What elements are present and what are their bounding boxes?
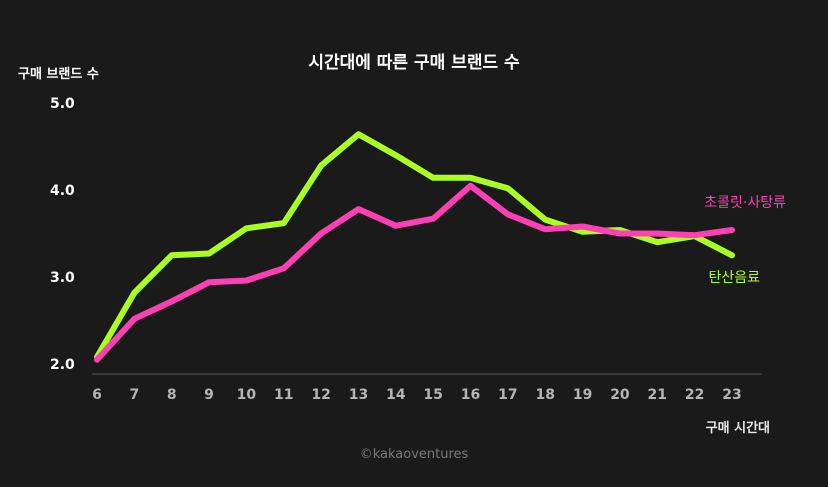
y-axis-label: 구매 브랜드 수 (18, 66, 99, 82)
x-tick-label: 17 (498, 387, 517, 403)
series-lines (94, 131, 735, 363)
x-tick-label: 21 (648, 387, 667, 403)
x-tick-label: 11 (274, 387, 293, 403)
x-tick-label: 15 (423, 387, 442, 403)
x-tick-label: 7 (129, 387, 139, 403)
y-axis-ticks: 2.0 3.0 4.0 5.0 (50, 96, 75, 373)
x-tick-label: 9 (204, 387, 214, 403)
x-tick-label: 12 (311, 387, 330, 403)
series-line-soda (94, 131, 735, 360)
x-tick-label: 19 (573, 387, 592, 403)
y-tick-label: 4.0 (50, 183, 75, 199)
y-tick-label: 3.0 (50, 270, 75, 286)
x-tick-label: 14 (386, 387, 406, 403)
x-axis-label: 구매 시간대 (706, 420, 770, 436)
x-tick-label: 23 (722, 387, 741, 403)
x-tick-label: 13 (349, 387, 368, 403)
series-line-chocolate (94, 182, 735, 363)
chart-title: 시간대에 따른 구매 브랜드 수 (308, 53, 520, 73)
x-tick-label: 22 (685, 387, 704, 403)
x-axis-ticks: 6 7 8 9 10 11 12 13 14 15 16 17 18 19 20 21 22 23 (92, 387, 742, 403)
credit-text: ©kakaoventures (360, 447, 469, 462)
x-tick-label: 10 (237, 387, 257, 403)
x-tick-label: 18 (535, 387, 554, 403)
y-tick-label: 5.0 (50, 96, 75, 112)
x-tick-label: 20 (610, 387, 630, 403)
series-label-soda: 탄산음료 (708, 270, 760, 286)
x-tick-label: 6 (92, 387, 102, 403)
y-tick-label: 2.0 (50, 357, 75, 373)
series-label-chocolate: 초콜릿·사탕류 (704, 195, 786, 211)
x-tick-label: 16 (461, 387, 480, 403)
x-tick-label: 8 (167, 387, 177, 403)
